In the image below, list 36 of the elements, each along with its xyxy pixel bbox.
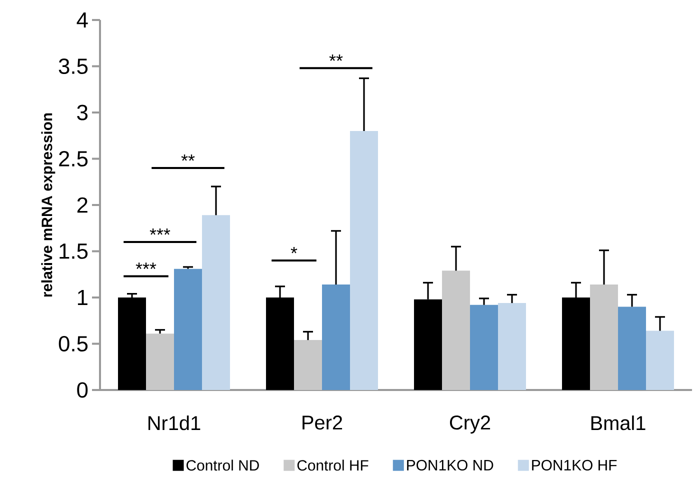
y-tick-label: 3.5 — [58, 58, 88, 74]
y-tick-label: 3 — [77, 104, 88, 120]
annotation: *** — [136, 262, 156, 269]
annotation: * — [290, 246, 298, 254]
bar — [322, 284, 350, 390]
legend-label: PON1KO ND — [407, 460, 494, 470]
y-tick-label: 0 — [77, 382, 88, 398]
bar — [202, 215, 230, 390]
annotation: ** — [181, 154, 195, 161]
legend-label: Control HF — [297, 460, 368, 471]
bar — [590, 284, 618, 390]
annotation: ** — [329, 54, 343, 61]
y-tick-label: 4 — [76, 12, 88, 28]
bar — [498, 303, 526, 390]
x-tick-label: Nr1d1 — [148, 416, 200, 430]
bar — [294, 340, 322, 390]
legend-label: PON1KO HF — [532, 460, 617, 470]
bar — [118, 298, 146, 390]
y-tick-label: 1.5 — [60, 244, 88, 259]
y-tick-label: 1 — [78, 290, 88, 306]
bar — [646, 330, 674, 390]
bar — [618, 306, 646, 390]
bar — [442, 270, 470, 390]
y-tick-label: 0.5 — [58, 336, 88, 352]
y-tick-label: 2.5 — [59, 150, 88, 167]
annotation: *** — [150, 228, 170, 235]
y-axis-title: relative mRNA expression — [41, 113, 56, 297]
bar — [146, 334, 174, 390]
legend-label: Control ND — [186, 460, 259, 471]
x-tick-label: Per2 — [302, 416, 342, 430]
x-tick-label: Cry2 — [450, 416, 490, 434]
y-tick-label: 2 — [77, 197, 88, 213]
bar — [174, 268, 202, 390]
bar — [470, 304, 498, 390]
bar — [350, 130, 378, 390]
x-tick-label: Bmal1 — [591, 416, 646, 430]
